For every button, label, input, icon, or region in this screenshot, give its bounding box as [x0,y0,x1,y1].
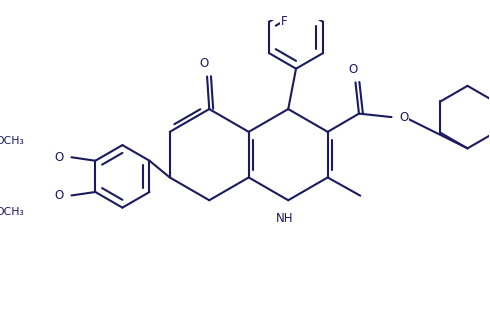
Text: O: O [199,57,209,70]
Text: O: O [349,63,358,76]
Text: NH: NH [276,212,294,225]
Text: F: F [281,15,288,28]
Text: O: O [399,110,408,124]
Text: O: O [55,151,64,164]
Text: OCH₃: OCH₃ [0,136,24,146]
Text: OCH₃: OCH₃ [0,207,24,217]
Text: O: O [55,189,64,202]
